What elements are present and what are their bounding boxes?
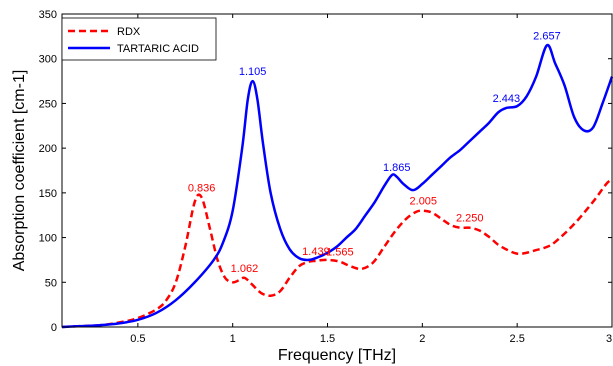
x-tick-label: 2	[419, 333, 425, 345]
y-axis-title: Absorption coefficient [cm-1]	[11, 70, 28, 272]
y-tick-label: 100	[39, 233, 57, 245]
annotation-label: 1.439	[302, 246, 330, 258]
series-line-tartaric-acid	[61, 43, 613, 329]
annotation-label: 2.005	[410, 196, 438, 208]
annotation-label: 1.062	[231, 263, 259, 275]
annotation-label: 1.565	[326, 247, 354, 259]
series-layer	[61, 43, 613, 329]
y-tick-label: 200	[39, 143, 57, 155]
x-tick-label: 3	[606, 333, 612, 345]
legend: RDX TARTARIC ACID	[61, 17, 217, 61]
x-axis-title: Frequency [THz]	[278, 347, 396, 364]
annotation-label: 2.443	[493, 93, 521, 105]
legend-label-tartaric-acid: TARTARIC ACID	[117, 43, 199, 55]
x-tick-label: 1	[230, 333, 236, 345]
x-tick-label: 1.5	[320, 333, 335, 345]
x-tick-label: 2.5	[510, 333, 525, 345]
annotation-label: 2.657	[533, 30, 561, 42]
x-tick-label: 0.5	[130, 333, 145, 345]
y-tick-label: 250	[39, 98, 57, 110]
plot-area	[62, 14, 612, 327]
y-tick-label: 300	[39, 54, 57, 66]
legend-label-rdx: RDX	[117, 26, 141, 38]
annotation-label: 2.250	[456, 213, 484, 225]
y-tick-label: 150	[39, 188, 57, 200]
annotation-label: 0.836	[188, 182, 216, 194]
y-tick-label: 50	[45, 277, 57, 289]
legend-box	[61, 17, 217, 61]
tick-layer: 0.5 1 1.5 2 2.5 3 0 50 100 150 200 250 300 350	[39, 9, 613, 345]
series-line-rdx	[61, 178, 613, 329]
y-tick-label: 350	[39, 9, 57, 21]
y-tick-label: 0	[51, 322, 57, 334]
annotation-label: 1.105	[239, 66, 267, 78]
plot-frame	[61, 13, 613, 328]
annotation-label: 1.865	[383, 162, 411, 174]
